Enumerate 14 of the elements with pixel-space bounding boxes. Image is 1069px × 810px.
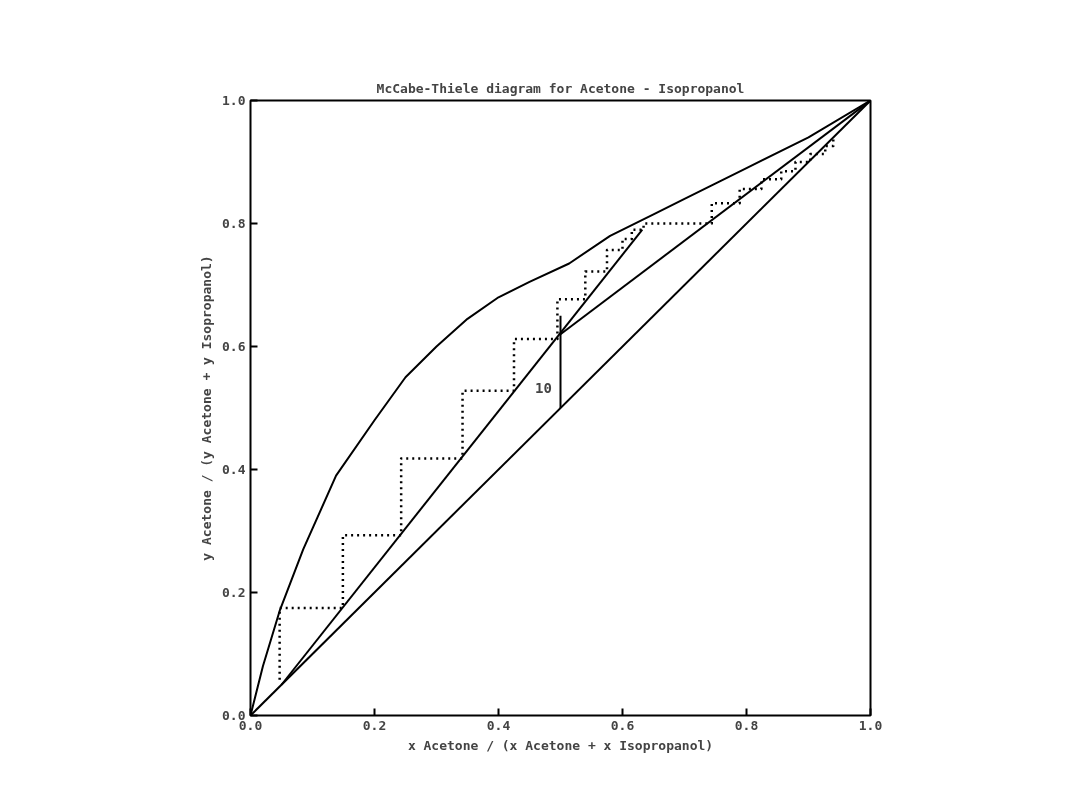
x-tick-label: 1.0 (858, 717, 883, 733)
x-axis-title: x Acetone / (x Acetone + x Isopropanol) (407, 737, 714, 753)
y-tick-label: 0.4 (222, 462, 246, 477)
x-tick-label: 0.8 (734, 717, 759, 733)
annotation: 10 (535, 379, 552, 396)
x-tick-label: 0.2 (362, 717, 387, 733)
y-tick-label: 0.2 (222, 585, 246, 600)
y-tick-label: 0.6 (222, 339, 246, 354)
x-tick-label: 0.4 (486, 717, 511, 733)
x-tick-label: 0.6 (610, 717, 635, 733)
y-tick-label: 1.0 (222, 93, 246, 108)
y-tick-label: 0.8 (222, 216, 246, 231)
y-axis-title: y Acetone / (y Acetone + y Isopropanol) (199, 255, 215, 561)
chart-title: McCabe-Thiele diagram for Acetone - Isopropanol (376, 80, 745, 96)
